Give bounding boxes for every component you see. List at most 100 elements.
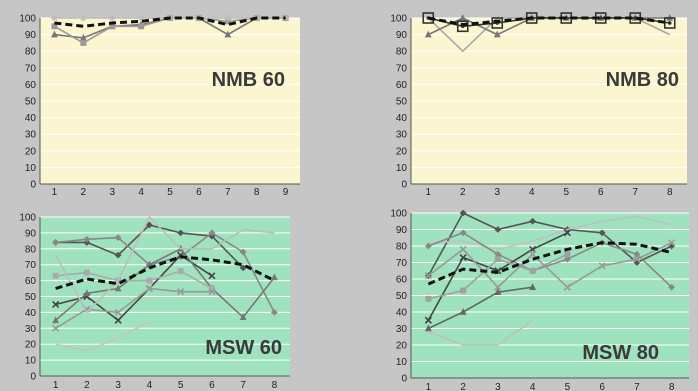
msw-80-series-9: [427, 241, 672, 286]
nmb-60-x-tick-label: 5: [167, 187, 173, 196]
nmb-60-x-tick-label: 7: [225, 187, 231, 196]
nmb-60-data-point: [108, 14, 116, 22]
msw-60-y-tick-label: 40: [25, 308, 37, 319]
nmb-80-y-tick-label: 10: [396, 163, 408, 174]
msw-80-series-line: [428, 232, 673, 288]
msw-80-x-tick-label: 6: [599, 382, 605, 391]
nmb-60-y-tick-label: 0: [30, 180, 36, 191]
nmb-60-x-tick-label: 9: [283, 187, 289, 196]
nmb-80-series-4: [428, 16, 671, 27]
msw-80-series-5: [424, 283, 537, 332]
nmb-60-y-tick-label: 30: [25, 130, 37, 141]
msw-60-series-line: [55, 248, 276, 321]
nmb-60-y-tick-label: 80: [25, 47, 37, 58]
msw-80-y-tick-label: 60: [396, 275, 408, 286]
nmb-80-data-point-dot: [633, 16, 638, 20]
msw-60-y-tick-label: 80: [25, 244, 37, 255]
msw-80-y-tick-label: 30: [396, 324, 408, 335]
msw-80-x-tick-label: 5: [565, 382, 571, 391]
nmb-80-y-tick-label: 70: [396, 63, 408, 74]
msw-60-x-tick-label: 3: [115, 380, 121, 391]
msw-60-x-tick-label: 5: [178, 380, 184, 391]
msw-60-y-tick-label: 70: [25, 260, 37, 271]
nmb-80-x-tick-label: 3: [494, 187, 500, 196]
nmb-60-series-4: [54, 16, 286, 28]
msw-60-data-point: [270, 273, 278, 281]
msw-80-data-point: [459, 253, 467, 262]
msw-60-data-point: [83, 289, 91, 297]
nmb-80-trend-line: [428, 16, 671, 27]
msw-80-data-point: [668, 242, 676, 250]
msw-80-data-point: [529, 267, 536, 274]
msw-60-data-point: [208, 288, 216, 296]
msw-60-series-8: [54, 216, 275, 314]
msw-60-data-point: [52, 316, 60, 324]
nmb-80-y-tick-label: 20: [396, 146, 408, 157]
msw-60-data-point: [208, 285, 215, 292]
msw-60-series-6: [52, 284, 216, 332]
msw-60-data-point: [270, 309, 278, 316]
msw-60-x-tick-label: 8: [272, 380, 278, 391]
msw-80-data-point: [424, 324, 432, 332]
msw-80-data-point: [529, 217, 537, 225]
msw-80-data-point: [598, 262, 606, 270]
msw-60-series-line: [55, 321, 150, 352]
msw-80-data-point: [563, 255, 571, 263]
msw-80-title: MSW 80: [582, 342, 659, 364]
msw-60-series-line: [55, 270, 213, 290]
nmb-60-x-tick-label: 8: [254, 187, 260, 196]
nmb-80-data-point: [459, 14, 467, 21]
msw-60-title: MSW 60: [205, 337, 282, 359]
msw-80-data-point: [668, 283, 676, 291]
nmb-80-y-tick-label: 60: [396, 80, 408, 91]
msw-80-x-tick-label: 4: [530, 382, 536, 391]
msw-80-series-4: [424, 229, 571, 324]
msw-80-series-line: [428, 319, 534, 346]
chart-nmb-80: 0 10 20 30 40 50 60 70 80 90 100 1 2 3 4 5 6 7 8 NMB 80: [390, 12, 687, 196]
msw-60-series-line: [55, 232, 276, 313]
nmb-80-x-tick-label: 8: [667, 187, 673, 196]
msw-80-data-point: [529, 283, 537, 291]
msw-80-data-point: [424, 272, 432, 280]
msw-80-x-tick-label: 3: [495, 382, 501, 391]
nmb-80-x-tick-label: 6: [598, 187, 604, 196]
msw-60-data-point: [239, 313, 247, 320]
msw-60-series-9: [55, 255, 276, 290]
nmb-80-data-point: [456, 20, 469, 33]
nmb-80-y-tick-label: 0: [401, 180, 407, 191]
msw-60-data-point: [145, 284, 153, 293]
msw-80-series-7: [424, 239, 676, 291]
msw-80-data-point: [425, 295, 432, 302]
nmb-80-y-tick-label: 100: [390, 14, 407, 25]
nmb-60-title: NMB 60: [212, 69, 285, 91]
nmb-60-data-point: [50, 14, 58, 22]
nmb-80-data-point: [491, 17, 504, 29]
msw-80-y-tick-label: 80: [396, 242, 408, 253]
msw-80-x-tick-label: 8: [669, 382, 675, 391]
nmb-60-x-tick-label: 3: [109, 187, 115, 196]
nmb-60-data-point: [224, 30, 232, 38]
msw-60-x-tick-label: 4: [147, 380, 153, 391]
msw-80-data-point: [459, 308, 467, 315]
nmb-80-y-tick-label: 80: [396, 47, 408, 58]
msw-80-data-point: [563, 283, 571, 291]
msw-60-data-point: [177, 288, 185, 296]
nmb-60-x-tick-label: 2: [81, 187, 87, 196]
msw-80-data-point: [668, 239, 676, 247]
msw-80-series-line: [428, 215, 672, 251]
msw-80-trend-line: [427, 241, 672, 286]
msw-60-data-point: [52, 272, 59, 279]
msw-60-data-point: [146, 277, 153, 284]
msw-80-x-tick-label: 1: [426, 382, 432, 391]
nmb-80-title: NMB 80: [606, 69, 679, 91]
msw-60-data-point: [145, 221, 153, 229]
msw-80-y-tick-label: 50: [396, 291, 408, 302]
nmb-60-y-tick-label: 10: [25, 163, 37, 174]
msw-60-data-point: [114, 316, 122, 324]
nmb-60-x-tick-label: 4: [138, 187, 144, 196]
nmb-60-x-tick-label: 6: [196, 187, 202, 196]
msw-80-series-line: [427, 241, 672, 288]
msw-80-data-point: [563, 229, 571, 237]
nmb-80-x-tick-label: 1: [425, 187, 431, 196]
msw-60-series-line: [55, 287, 212, 329]
